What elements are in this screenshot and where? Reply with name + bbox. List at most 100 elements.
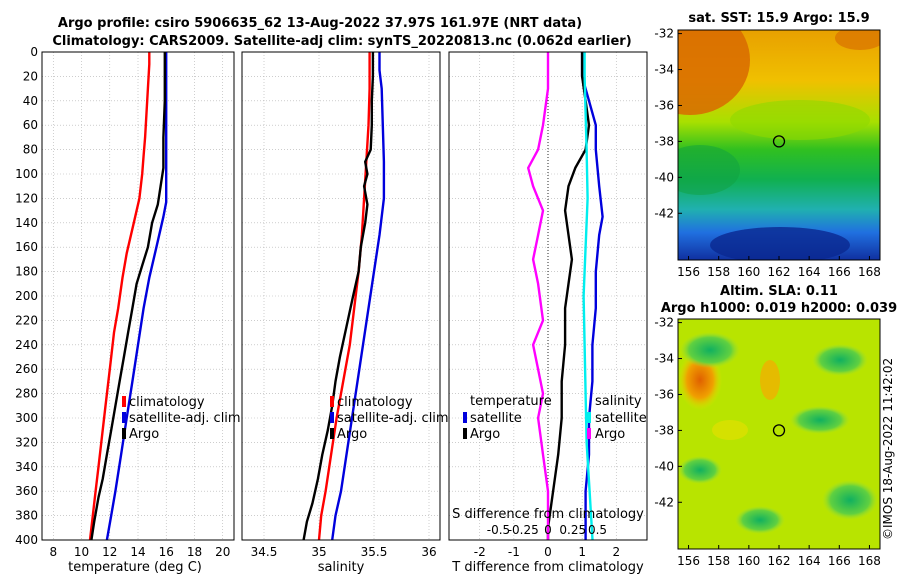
legend-swatch-satellite xyxy=(330,412,334,423)
map-ytick-label: -40 xyxy=(654,459,674,473)
diff-top-xtick-label: 0 xyxy=(544,523,552,537)
depth-tick-label: 200 xyxy=(15,289,38,303)
sal-frame xyxy=(241,51,441,541)
legend-label-climatology: climatology xyxy=(337,395,413,410)
difference-xlabel: T difference from climatology xyxy=(451,560,644,575)
difference-legend: temperature satellite Argo salinity sate… xyxy=(463,394,647,442)
temp-frame xyxy=(41,51,235,541)
map-ytick-label: -32 xyxy=(654,316,674,330)
diff-xtick-label: 0 xyxy=(544,545,552,559)
depth-tick-label: 320 xyxy=(15,435,38,449)
legend-swatch-temp-argo xyxy=(463,428,467,439)
depth-tick-label: 60 xyxy=(23,118,38,132)
temperature-panel: 8 10 12 14 16 18 20020406080100120140160180200… xyxy=(15,45,235,559)
diff-top-xtick-label: 0.5 xyxy=(588,523,607,537)
diff-xtick-label: 1 xyxy=(578,545,586,559)
legend-label-climatology: climatology xyxy=(129,395,205,410)
map-xtick-label: 158 xyxy=(707,554,730,568)
map-ytick-label: -34 xyxy=(654,63,674,77)
depth-tick-label: 240 xyxy=(15,338,38,352)
legend-label-argo: Argo xyxy=(129,427,159,442)
legend-swatch-sal-satellite xyxy=(587,412,591,423)
legend-swatch-sal-argo xyxy=(587,428,591,439)
sst-map-title: sat. SST: 15.9 Argo: 15.9 xyxy=(688,11,869,26)
map-xtick-label: 158 xyxy=(707,265,730,279)
legend-label-sal-satellite: satellite xyxy=(595,411,647,426)
depth-tick-label: 120 xyxy=(15,191,38,205)
depth-tick-label: 280 xyxy=(15,387,38,401)
temp-xtick-label: 16 xyxy=(159,545,174,559)
temp-series-climatology xyxy=(88,52,151,541)
legend-swatch-satellite xyxy=(122,412,126,423)
sst-map-image xyxy=(678,30,880,260)
legend-label-satellite: satellite-adj. clim xyxy=(337,411,449,426)
depth-tick-label: 380 xyxy=(15,509,38,523)
depth-tick-label: 40 xyxy=(23,94,38,108)
difference-top-xlabel: S difference from climatology xyxy=(452,507,644,522)
sal-xtick-label: 35.5 xyxy=(361,545,388,559)
diff-xtick-label: 2 xyxy=(612,545,620,559)
sal-xtick-label: 36 xyxy=(421,545,436,559)
map-xtick-label: 168 xyxy=(858,265,881,279)
legend-label-satellite: satellite-adj. clim xyxy=(129,411,241,426)
legend-swatch-argo xyxy=(122,428,126,439)
map-ytick-label: -34 xyxy=(654,352,674,366)
map-xtick-label: 166 xyxy=(828,554,851,568)
depth-tick-label: 80 xyxy=(23,143,38,157)
diff-series-salinity-argo xyxy=(527,52,550,540)
header-line2: Climatology: CARS2009. Satellite-adj cli… xyxy=(52,34,631,49)
map-xtick-label: 162 xyxy=(768,265,791,279)
map-ytick-label: -42 xyxy=(654,495,674,509)
legend-title-salinity: salinity xyxy=(595,394,642,409)
map-xtick-label: 162 xyxy=(768,554,791,568)
depth-tick-label: 160 xyxy=(15,240,38,254)
legend-label-sal-argo: Argo xyxy=(595,427,625,442)
temp-xtick-label: 20 xyxy=(215,545,230,559)
legend-swatch-climatology xyxy=(122,396,126,407)
depth-tick-label: 20 xyxy=(23,69,38,83)
map-xtick-label: 164 xyxy=(798,554,821,568)
map-ytick-label: -38 xyxy=(654,134,674,148)
sal-series-climatology xyxy=(317,52,371,541)
map-ytick-label: -40 xyxy=(654,170,674,184)
legend-swatch-temp-satellite xyxy=(463,412,467,423)
sal-series-satellite-adj-clim xyxy=(331,52,386,541)
legend-label-argo: Argo xyxy=(337,427,367,442)
depth-tick-label: 400 xyxy=(15,533,38,547)
map-xtick-label: 160 xyxy=(737,265,760,279)
legend-label-temp-satellite: satellite xyxy=(470,411,522,426)
map-xtick-label: 156 xyxy=(677,554,700,568)
depth-tick-label: 180 xyxy=(15,265,38,279)
map-xtick-label: 156 xyxy=(677,265,700,279)
header-line1: Argo profile: csiro 5906635_62 13-Aug-20… xyxy=(58,16,582,31)
depth-tick-label: 100 xyxy=(15,167,38,181)
legend-swatch-argo xyxy=(330,428,334,439)
diff-series-temperature-argo xyxy=(546,52,591,540)
temp-xtick-label: 14 xyxy=(130,545,145,559)
sst-map-axes: 156 158 160 162 164 166 168 -32 -34 -36 -38 -40 -42 xyxy=(654,27,881,279)
map-xtick-label: 160 xyxy=(737,554,760,568)
temp-xtick-label: 18 xyxy=(187,545,202,559)
sla-map-image xyxy=(678,319,880,549)
diff-top-xtick-label: -0.5 xyxy=(487,523,510,537)
map-xtick-label: 168 xyxy=(858,554,881,568)
sla-argo-location-marker xyxy=(772,424,786,437)
legend-label-temp-argo: Argo xyxy=(470,427,500,442)
map-ytick-label: -42 xyxy=(654,206,674,220)
depth-tick-label: 340 xyxy=(15,460,38,474)
sla-map-title: Altim. SLA: 0.11 xyxy=(720,284,838,299)
sst-argo-location-marker xyxy=(772,135,786,148)
map-xtick-label: 164 xyxy=(798,265,821,279)
temp-series-satellite-adj-clim xyxy=(105,52,168,541)
temp-xtick-label: 8 xyxy=(49,545,57,559)
sal-xtick-label: 34.5 xyxy=(251,545,278,559)
depth-tick-label: 220 xyxy=(15,313,38,327)
diff-top-xtick-label: 0.25 xyxy=(559,523,586,537)
sla-map-axes: 156 158 160 162 164 166 168 -32 -34 -36 -38 -40 -42 xyxy=(654,316,881,568)
temperature-legend: climatology satellite-adj. clim Argo xyxy=(122,395,241,442)
diff-frame xyxy=(448,51,648,541)
sal-xtick-label: 35 xyxy=(311,545,326,559)
difference-panel: -2 -1 0 1 2 -0.5-0.25 0 0.25 0.5 xyxy=(448,51,648,559)
map-ytick-label: -36 xyxy=(654,387,674,401)
